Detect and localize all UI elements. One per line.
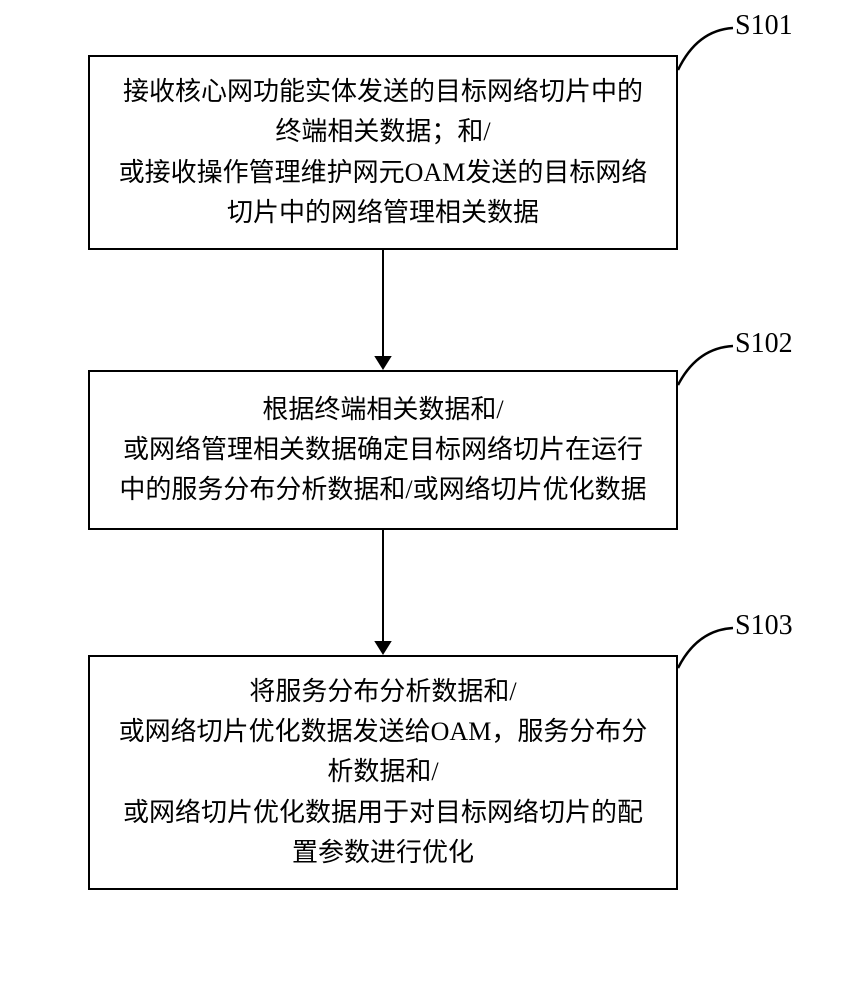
step-label-s102: S102	[735, 328, 793, 360]
arrow-s101-to-s102	[369, 250, 397, 370]
step-text-s102: 根据终端相关数据和/ 或网络管理相关数据确定目标网络切片在运行 中的服务分布分析…	[119, 390, 646, 511]
flowchart-container: 接收核心网功能实体发送的目标网络切片中的 终端相关数据；和/ 或接收操作管理维护…	[0, 0, 859, 1000]
step-box-s101: 接收核心网功能实体发送的目标网络切片中的 终端相关数据；和/ 或接收操作管理维护…	[88, 55, 678, 250]
step-label-s101: S101	[735, 10, 793, 42]
step-label-s103: S103	[735, 610, 793, 642]
step-text-s101: 接收核心网功能实体发送的目标网络切片中的 终端相关数据；和/ 或接收操作管理维护…	[119, 72, 648, 233]
arrow-s102-to-s103	[369, 530, 397, 655]
step-text-s103: 将服务分布分析数据和/ 或网络切片优化数据发送给OAM，服务分布分 析数据和/ …	[119, 672, 648, 873]
step-box-s102: 根据终端相关数据和/ 或网络管理相关数据确定目标网络切片在运行 中的服务分布分析…	[88, 370, 678, 530]
step-box-s103: 将服务分布分析数据和/ 或网络切片优化数据发送给OAM，服务分布分 析数据和/ …	[88, 655, 678, 890]
